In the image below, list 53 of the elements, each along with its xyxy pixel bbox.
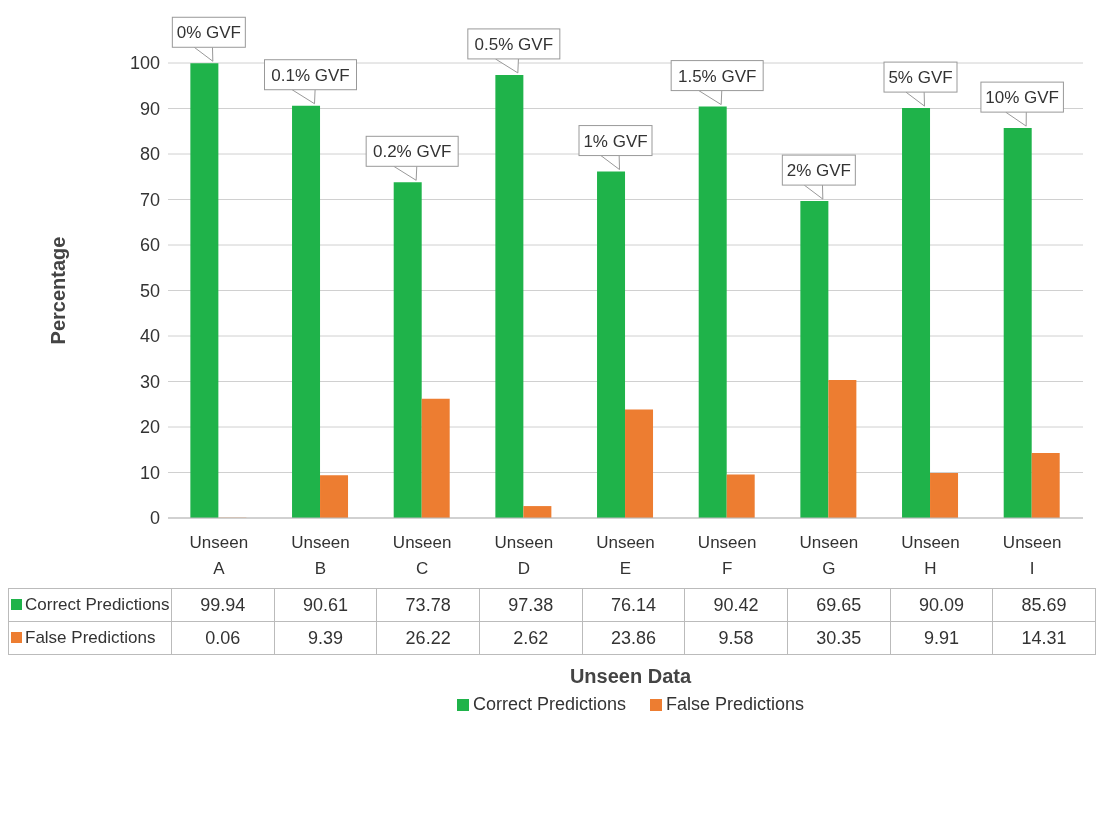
y-tick-label: 50 [139,280,160,301]
data-label: 9.91 [890,621,993,655]
annotation: 5% GVF [888,68,953,88]
data-label: 85.69 [992,588,1096,622]
data-label: 73.78 [376,588,480,622]
x-tick-label: Unseen B [291,533,350,578]
y-axis-title: Percentage [47,236,70,345]
x-tick-label: Unseen D [494,533,554,578]
data-label: 0.06 [171,621,275,655]
annotation: 0.1% GVF [271,65,350,85]
y-tick-label: 20 [139,417,160,438]
data-label: 14.31 [992,621,1096,655]
legend-label: False Predictions [8,621,172,655]
annotation: 0% GVF [176,23,241,43]
data-label: 90.42 [684,588,788,622]
x-tick-label: Unseen F [697,533,757,578]
annotation: 0.5% GVF [474,34,554,54]
data-label: 90.61 [274,588,377,622]
text: Correct Predictions [472,694,626,714]
annotation: 1.5% GVF [677,66,757,86]
data-label: 69.65 [787,588,891,622]
x-tick-label: Unseen E [596,533,655,578]
y-tick-label: 0 [149,508,160,529]
annotation: 2% GVF [786,161,851,181]
y-tick-label: 90 [139,98,160,119]
x-tick-label: Unseen A [189,533,249,578]
y-tick-label: 60 [139,235,160,256]
data-label: 9.39 [274,621,377,655]
data-label: 23.86 [582,621,685,655]
x-axis-title: Unseen Data [568,665,693,688]
y-tick-label: 30 [139,371,160,392]
data-label: 99.94 [171,588,275,622]
data-label: 97.38 [479,588,583,622]
annotation: 10% GVF [985,88,1060,108]
data-label: 76.14 [582,588,685,622]
data-label: 2.62 [479,621,583,655]
x-tick-label: Unseen G [799,533,859,578]
x-tick-label: Unseen I [1002,533,1062,578]
x-tick-label: Unseen C [392,533,452,578]
data-label: 26.22 [376,621,480,655]
annotation: 0.2% GVF [372,142,452,162]
x-tick-label: Unseen H [901,533,960,578]
data-label: 30.35 [787,621,891,655]
legend-label: Correct Predictions [8,588,172,622]
data-label: 9.58 [684,621,788,655]
text: False Predictions [666,694,805,714]
y-tick-label: 70 [139,189,160,210]
data-label: 90.09 [890,588,993,622]
y-tick-label: 40 [139,326,160,347]
annotation: 1% GVF [583,131,648,151]
y-tick-label: 100 [129,53,160,74]
y-tick-label: 10 [139,462,160,483]
y-tick-label: 80 [139,144,160,165]
